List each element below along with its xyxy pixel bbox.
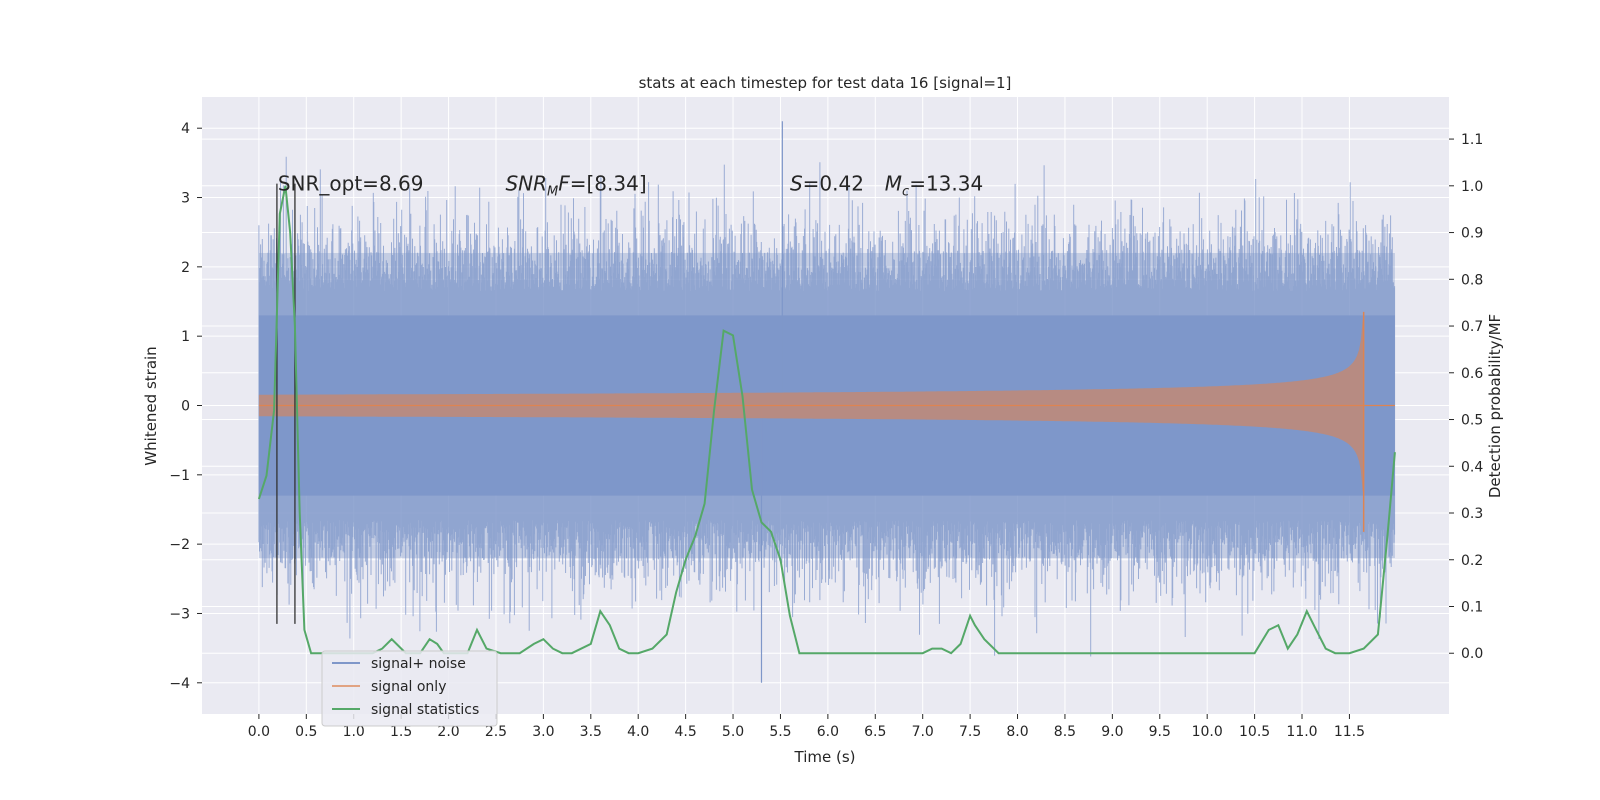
signal-statistics-line [257, 185, 1396, 655]
x-tick-label-20: 10.0 [1192, 724, 1223, 740]
x-tick-label-23: 11.5 [1334, 724, 1365, 740]
signal-statistics-series [257, 185, 1396, 655]
legend-label-signal-only: signal only [371, 679, 446, 695]
x-tick-label-22: 11.0 [1286, 724, 1317, 740]
x-tick-label-15: 7.5 [959, 724, 981, 740]
x-tick-label-12: 6.0 [817, 724, 839, 740]
x-tick-label-5: 2.5 [485, 724, 507, 740]
y2-tick-label-2: 0.2 [1461, 553, 1483, 569]
legend-label-signal-noise: signal+ noise [371, 656, 466, 672]
y-tick-label-1: −3 [169, 606, 190, 622]
y-tick-label-6: 2 [181, 260, 190, 276]
annotations: SNR_opt=8.69 SNRMF=[8.34] S=0.42 Mc=13.34 [278, 172, 983, 200]
x-tick-label-14: 7.0 [912, 724, 934, 740]
annotation-0: SNR_opt=8.69 [278, 172, 424, 196]
y2-tick-label-5: 0.5 [1461, 413, 1483, 429]
y2-tick-label-3: 0.3 [1461, 506, 1483, 522]
y-tick-label-2: −2 [169, 537, 190, 553]
x-tick-label-18: 9.0 [1101, 724, 1123, 740]
x-tick-label-2: 1.0 [343, 724, 365, 740]
signal-only-series [258, 311, 1395, 532]
y2-tick-label-1: 0.1 [1461, 599, 1483, 615]
x-tick-label-11: 5.5 [769, 724, 791, 740]
x-tick-label-6: 3.0 [532, 724, 554, 740]
x-tick-label-1: 0.5 [295, 724, 317, 740]
x-tick-label-13: 6.5 [864, 724, 886, 740]
x-tick-label-17: 8.5 [1054, 724, 1076, 740]
y2-tick-label-9: 0.9 [1461, 226, 1483, 242]
y2-tick-label-11: 1.1 [1461, 132, 1483, 148]
x-axis-ticks: 0.0 0.5 1.0 1.5 2.0 2.5 3.0 3.5 4.0 4.5 5.0 5.5 6.0 6… [248, 714, 1365, 740]
y-tick-label-5: 1 [181, 329, 190, 345]
x-axis-label: Time (s) [794, 748, 856, 766]
x-tick-label-16: 8.0 [1006, 724, 1028, 740]
x-tick-label-0: 0.0 [248, 724, 270, 740]
y2-tick-label-7: 0.7 [1461, 319, 1483, 335]
y-tick-label-8: 4 [181, 121, 190, 137]
y-tick-label-3: −1 [169, 468, 190, 484]
y2-tick-label-4: 0.4 [1461, 459, 1483, 475]
x-tick-label-3: 1.5 [390, 724, 412, 740]
y-tick-label-0: −4 [169, 676, 190, 692]
x-tick-label-7: 3.5 [580, 724, 602, 740]
legend: signal+ noise signal only signal statist… [321, 650, 498, 727]
annotation-3: Mc=13.34 [885, 172, 983, 200]
y-tick-label-4: 0 [181, 399, 190, 415]
x-tick-label-9: 4.5 [674, 724, 696, 740]
chart-title: stats at each timestep for test data 16 … [639, 74, 1012, 92]
legend-label-signal-statistics: signal statistics [371, 702, 479, 718]
y2-axis-label: Detection probability/MF [1486, 314, 1504, 498]
legend-box [321, 650, 498, 727]
y2-tick-label-6: 0.6 [1461, 366, 1483, 382]
y2-tick-label-8: 0.8 [1461, 272, 1483, 288]
annotation-1: SNRMF=[8.34] [505, 172, 646, 200]
marker-lines [276, 183, 296, 624]
y2-tick-label-0: 0.0 [1461, 646, 1483, 662]
x-tick-label-8: 4.0 [627, 724, 649, 740]
y-axis-label: Whitened strain [142, 346, 160, 465]
y-tick-label-7: 3 [181, 191, 190, 207]
y2-axis-ticks: 0.0 0.1 0.2 0.3 0.4 0.5 0.6 0.7 0.8 0.9 1.0 1.1 [1449, 132, 1483, 662]
x-tick-label-4: 2.0 [437, 724, 459, 740]
x-tick-label-21: 10.5 [1239, 724, 1270, 740]
x-tick-label-10: 5.0 [722, 724, 744, 740]
y2-tick-label-10: 1.0 [1461, 179, 1483, 195]
x-tick-label-19: 9.5 [1149, 724, 1171, 740]
annotation-2: S=0.42 [790, 172, 864, 196]
y-axis-ticks: −4 −3 −2 −1 0 1 2 3 4 [169, 121, 202, 692]
